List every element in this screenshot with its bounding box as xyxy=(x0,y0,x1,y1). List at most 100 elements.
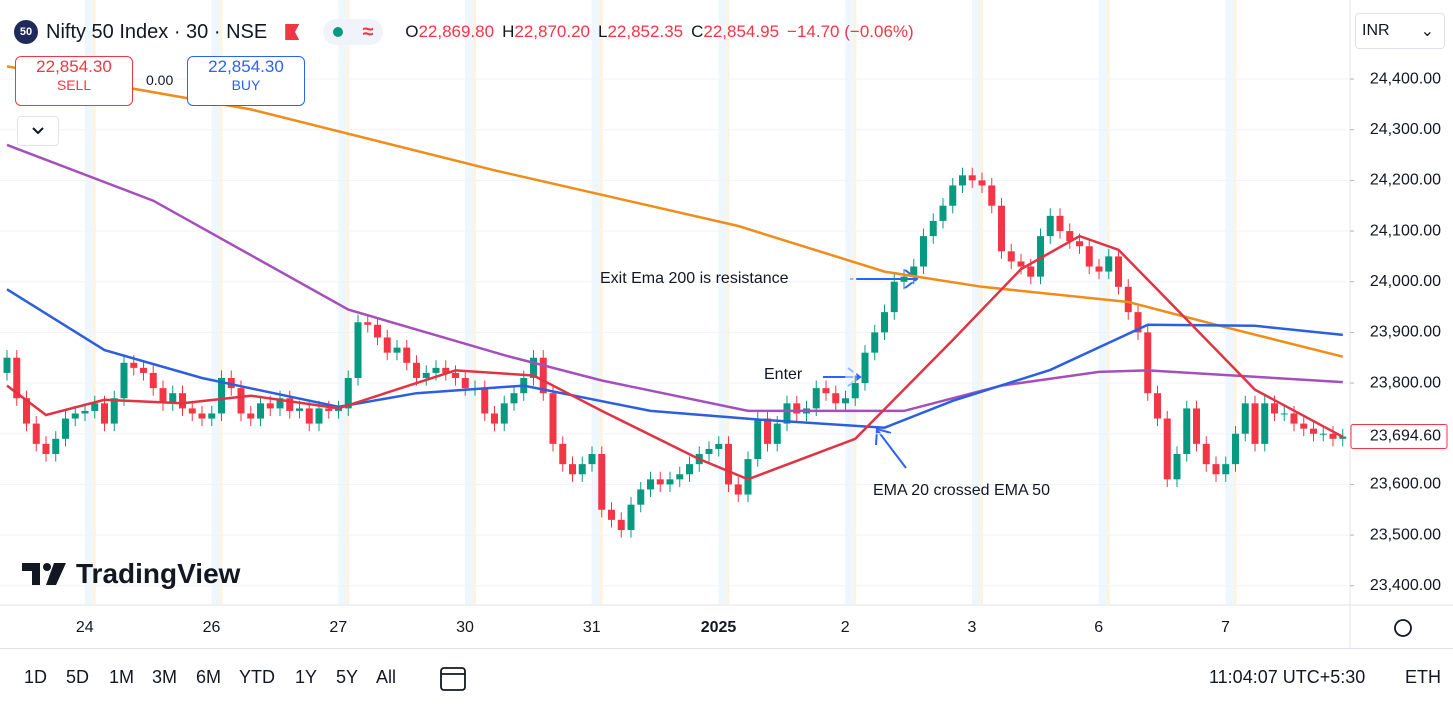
sell-button[interactable]: 22,854.30 SELL xyxy=(15,56,133,106)
flag[interactable] xyxy=(285,24,300,40)
candle-body xyxy=(432,367,440,373)
candle-body xyxy=(666,479,674,485)
candle-body xyxy=(1183,408,1191,455)
range-button[interactable]: YTD xyxy=(239,667,275,687)
candle-body xyxy=(1017,261,1025,267)
session-stripe xyxy=(599,0,603,605)
candle-body xyxy=(208,413,216,419)
candle-body xyxy=(198,413,206,419)
candle-body xyxy=(725,443,732,485)
x-tick-label: 2025 xyxy=(701,619,737,636)
annotation-arrows xyxy=(823,269,919,469)
indicator-line xyxy=(6,143,1343,413)
symbol[interactable]: Nifty 50 Index · 30 · NSE xyxy=(46,20,268,43)
candle-body xyxy=(1115,256,1122,287)
candle-body xyxy=(52,438,60,455)
candle-body xyxy=(140,367,147,373)
candle-body xyxy=(656,479,664,485)
buy-label: BUY xyxy=(231,77,261,93)
candle-body xyxy=(647,479,654,490)
candle-body xyxy=(998,205,1005,252)
session-stripe xyxy=(853,0,857,605)
logo: TradingView xyxy=(22,558,240,590)
candle-body xyxy=(764,418,771,444)
collapse-button[interactable] xyxy=(17,116,59,146)
session-stripe xyxy=(211,0,220,605)
clock: 11:04:07 UTC+5:30 xyxy=(1209,667,1366,687)
range-button[interactable]: 3M xyxy=(152,667,178,687)
calendar-icon[interactable] xyxy=(438,663,468,693)
session-stripe xyxy=(84,0,93,605)
candle-body xyxy=(549,393,557,444)
candle-body xyxy=(344,377,352,409)
candle-body xyxy=(637,489,645,505)
session[interactable]: ETH xyxy=(1405,667,1441,687)
y-tick-label: 24,400.00 xyxy=(1370,70,1441,87)
candle-body xyxy=(871,332,879,353)
candle-body xyxy=(1046,215,1054,237)
range-button[interactable]: 5D xyxy=(66,667,90,687)
candle-body xyxy=(218,377,225,414)
session-stripe xyxy=(92,0,96,605)
range-button[interactable]: 1M xyxy=(109,667,135,687)
candle-body xyxy=(1124,286,1132,313)
candle-body xyxy=(335,408,342,411)
candle-body xyxy=(530,357,537,378)
y-tick-label: 23,400.00 xyxy=(1370,577,1441,594)
settings-icon[interactable] xyxy=(1394,619,1412,637)
session-stripe xyxy=(346,0,350,605)
candle-body xyxy=(23,398,30,424)
range-button[interactable]: 5Y xyxy=(336,667,359,687)
candle-body xyxy=(1095,266,1103,272)
y-tick-label: 23,600.00 xyxy=(1370,476,1441,493)
header: 50 Nifty 50 Index · 30 · NSE ≈ O22,869.8… xyxy=(14,18,914,46)
logo-icon xyxy=(22,563,66,585)
currency-select[interactable]: INR ⌄ xyxy=(1355,13,1445,49)
candle-body xyxy=(1037,236,1044,277)
candle-body xyxy=(257,403,264,419)
candle-body xyxy=(978,180,986,186)
session-stripe xyxy=(980,0,983,605)
range-button[interactable]: All xyxy=(376,667,397,687)
candle-body xyxy=(71,413,79,419)
candle-body xyxy=(276,398,284,409)
session-stripe xyxy=(726,0,730,605)
candle-body xyxy=(1241,403,1249,434)
candle-body xyxy=(686,464,693,475)
y-tick-label: 24,000.00 xyxy=(1370,273,1441,290)
session-stripe xyxy=(1106,0,1110,605)
candle-body xyxy=(1232,433,1239,465)
candle-body xyxy=(354,322,362,378)
candle-body xyxy=(890,281,898,313)
candle-body xyxy=(959,175,966,186)
session-stripe xyxy=(972,0,980,605)
candle-body xyxy=(783,403,791,424)
candle-body xyxy=(1144,332,1152,394)
candle-body xyxy=(1290,413,1298,424)
candle-body xyxy=(296,408,303,411)
status-pill[interactable]: ≈ xyxy=(323,19,384,45)
x-tick-label: 31 xyxy=(583,619,601,636)
indicator-line xyxy=(6,288,1343,429)
candle-body xyxy=(3,357,11,373)
candle-body xyxy=(812,388,820,409)
candle-body xyxy=(968,175,976,181)
range-button[interactable]: 1D xyxy=(24,667,48,687)
candle-body xyxy=(325,408,333,411)
candle-body xyxy=(1007,251,1015,262)
session-stripe xyxy=(473,0,476,605)
candle-body xyxy=(120,362,128,399)
candle-body xyxy=(773,423,781,444)
candle-body xyxy=(842,398,849,404)
range-button[interactable]: 6M xyxy=(196,667,222,687)
candle-body xyxy=(130,362,138,368)
candle-body xyxy=(461,377,469,389)
candle-body xyxy=(413,362,420,378)
range-button[interactable]: 1Y xyxy=(295,667,318,687)
buy-button[interactable]: 22,854.30 BUY xyxy=(187,56,305,106)
candle-body xyxy=(861,352,869,384)
y-tick-label: 24,200.00 xyxy=(1370,172,1441,189)
ohlc: O22,869.80 H22,870.20 L22,852.35 C22,854.95 xyxy=(405,22,787,42)
candle-body xyxy=(1202,443,1210,465)
